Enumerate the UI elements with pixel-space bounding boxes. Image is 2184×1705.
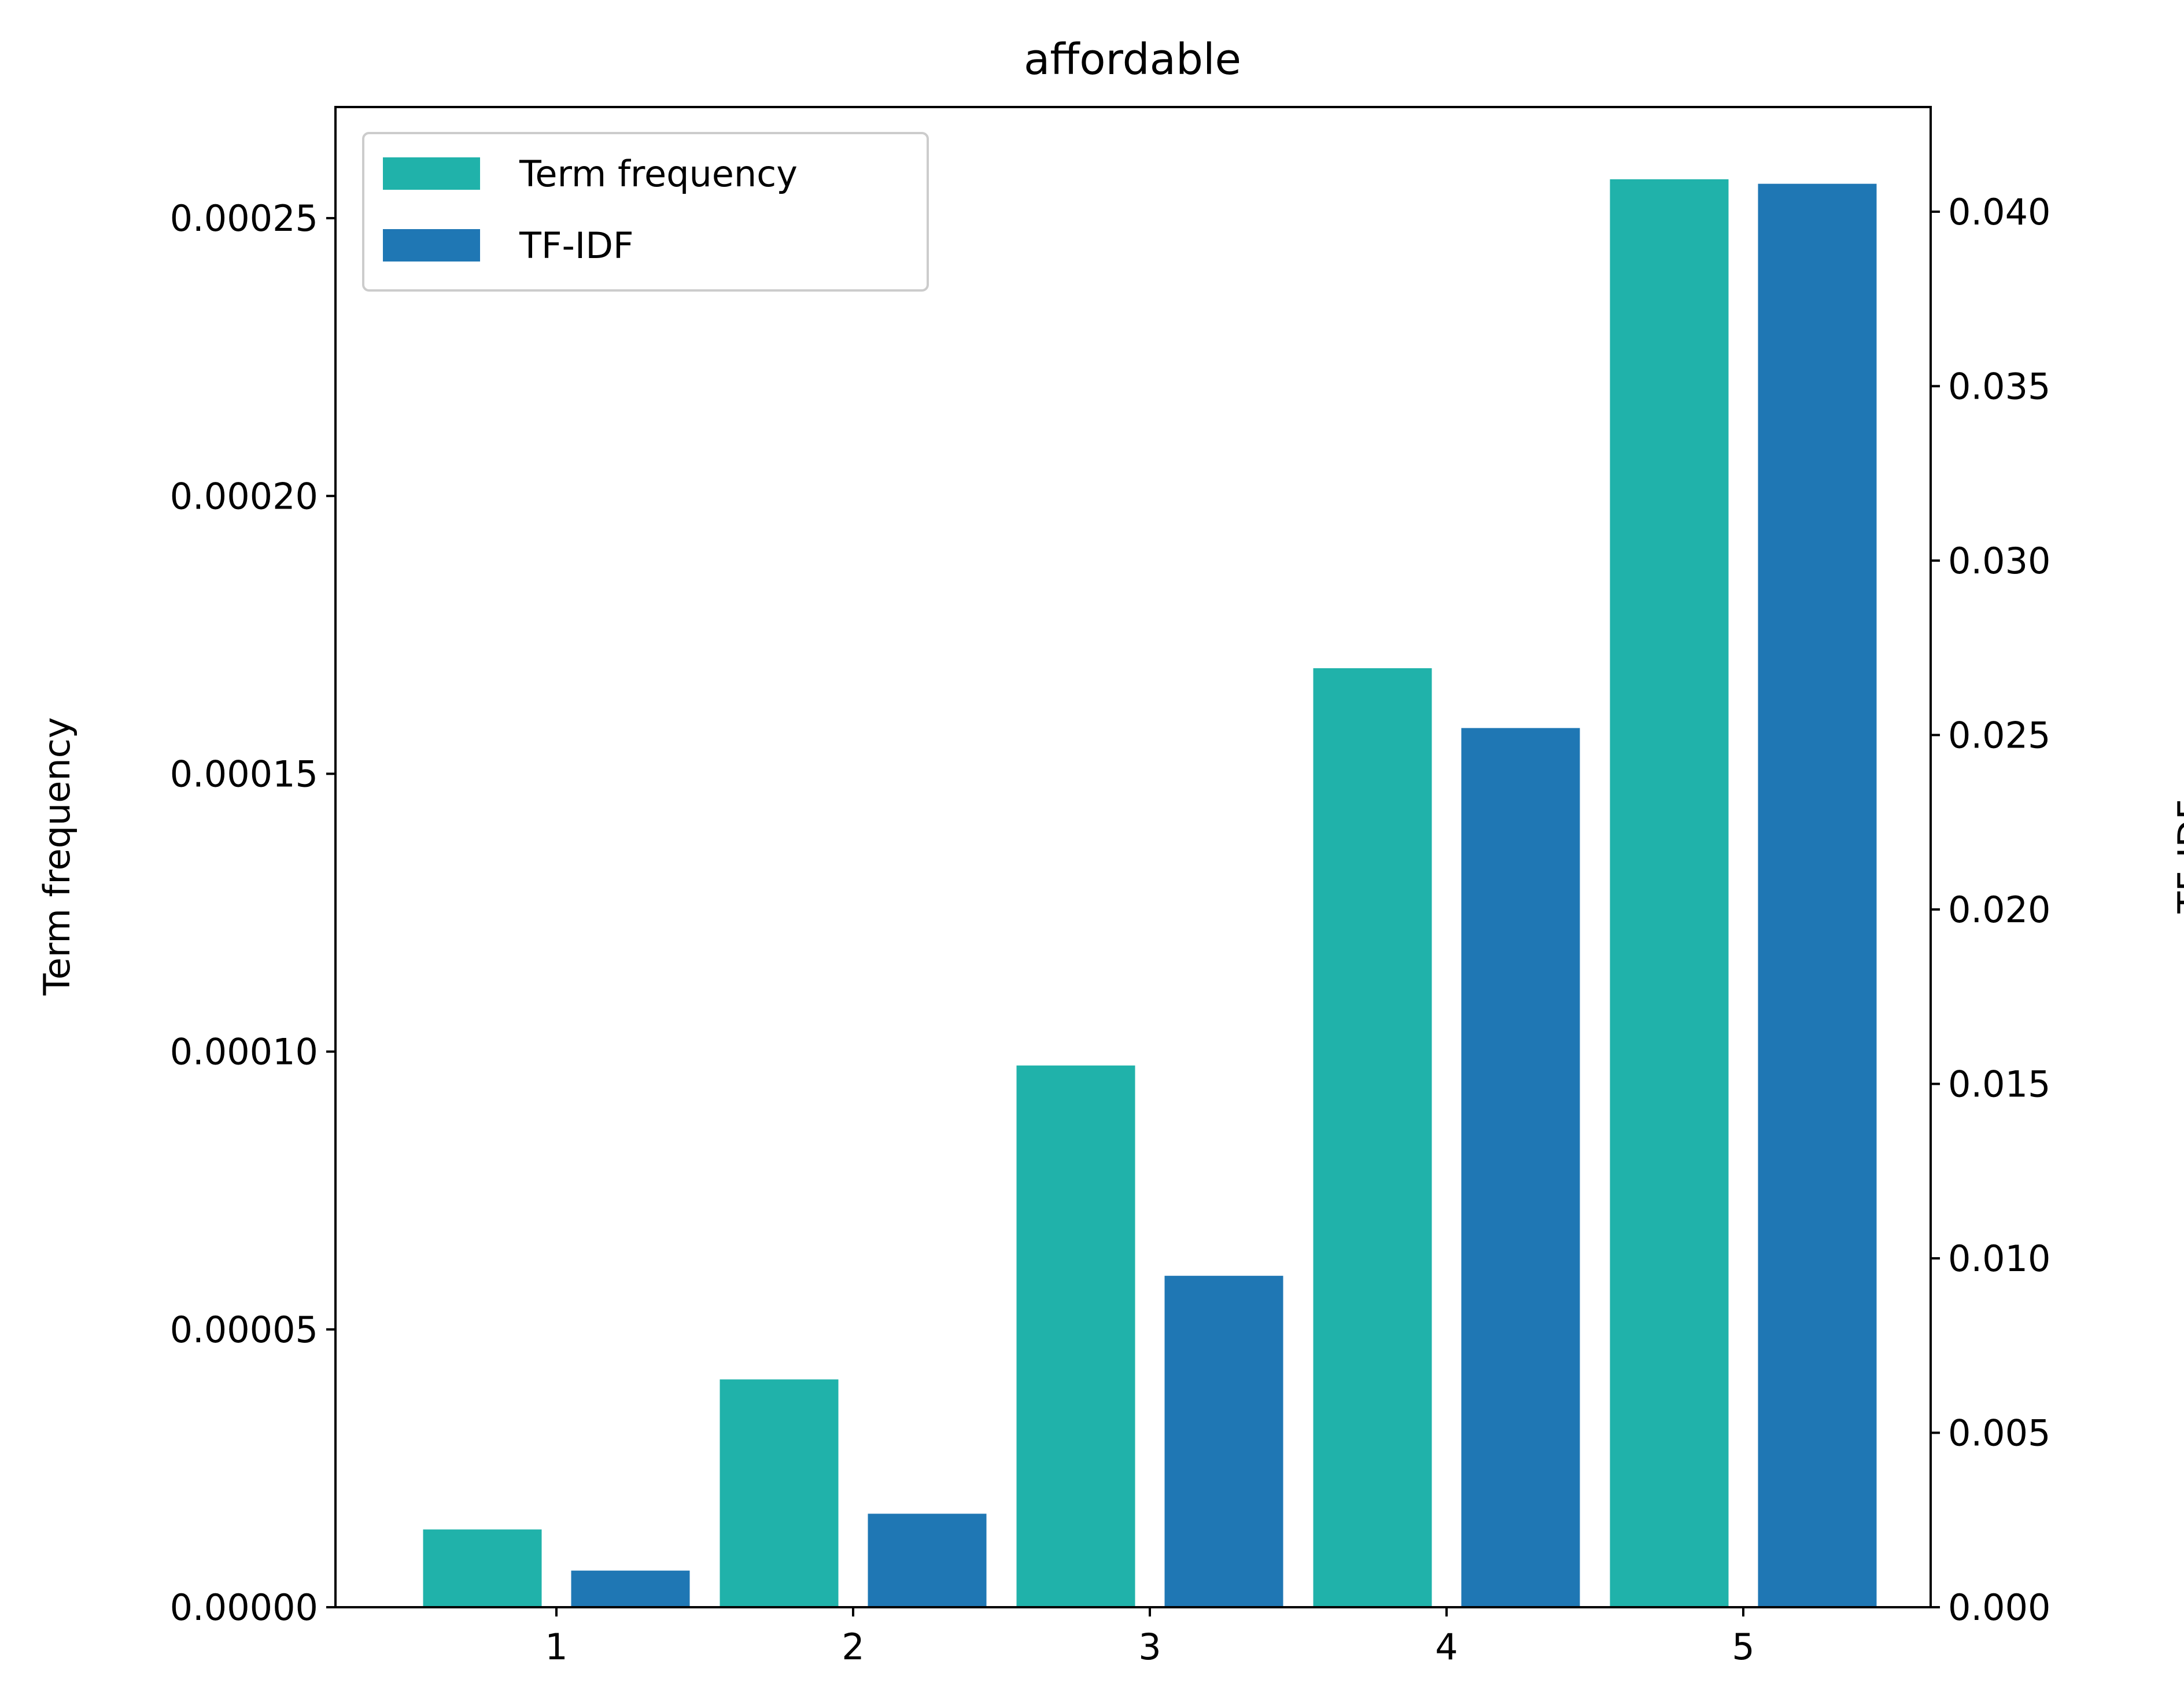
x-axis: 1 2 3 4 5 [545,1607,1755,1668]
left-y-tick-label: 0.00020 [170,475,318,517]
y-axis-label-right: TF-IDF [2170,799,2184,914]
x-tick-label: 5 [1732,1626,1754,1668]
right-y-tick-label: 0.015 [1948,1063,2051,1105]
bar-tf-idf-5 [1758,183,1877,1608]
bar-tf-idf-4 [1461,728,1580,1607]
left-y-tick-label: 0.00025 [170,197,318,240]
right-y-tick-label: 0.005 [1948,1412,2051,1454]
left-y-axis: 0.00000 0.00005 0.00010 0.00015 0.00020 0.000… [170,197,335,1629]
x-tick-label: 3 [1138,1626,1161,1668]
left-y-tick-label: 0.00010 [170,1031,318,1073]
right-y-tick-label: 0.020 [1948,889,2051,931]
right-y-tick-label: 0.000 [1948,1586,2051,1629]
x-tick-label: 4 [1435,1626,1458,1668]
bar-term-frequency-4 [1313,668,1432,1607]
right-y-tick-label: 0.035 [1948,365,2051,407]
plot-frame [334,106,1932,1608]
left-y-tick-label: 0.00005 [170,1309,318,1351]
left-y-tick-label: 0.00015 [170,753,318,795]
bar-tf-idf-2 [868,1513,987,1607]
legend-box [362,132,929,292]
right-y-tick-label: 0.040 [1948,191,2051,233]
y-axis-label-left: Term frequency [36,717,78,996]
bar-term-frequency-2 [720,1379,839,1607]
legend: Term frequency TF-IDF [362,132,929,292]
right-y-tick-label: 0.030 [1948,540,2051,582]
right-y-tick-label: 0.010 [1948,1238,2051,1280]
x-tick-label: 1 [545,1626,567,1668]
x-tick-label: 2 [842,1626,864,1668]
right-y-axis: 0.000 0.005 0.010 0.015 0.020 0.025 0.030 0.035… [1931,191,2051,1629]
bar-term-frequency-1 [423,1529,542,1607]
right-y-tick-label: 0.025 [1948,714,2051,756]
legend-label-tf-idf: TF-IDF [519,224,634,267]
bar-tf-idf-1 [571,1570,690,1607]
chart-title: affordable [1024,35,1241,84]
bars-group [423,179,1877,1608]
legend-swatch-term-frequency [383,157,480,190]
bar-tf-idf-3 [1164,1276,1283,1607]
legend-swatch-tf-idf [383,229,480,262]
bar-term-frequency-5 [1610,179,1729,1607]
left-y-tick-label: 0.00000 [170,1586,318,1629]
legend-label-term-frequency: Term frequency [519,153,798,195]
bar-term-frequency-3 [1016,1065,1135,1607]
